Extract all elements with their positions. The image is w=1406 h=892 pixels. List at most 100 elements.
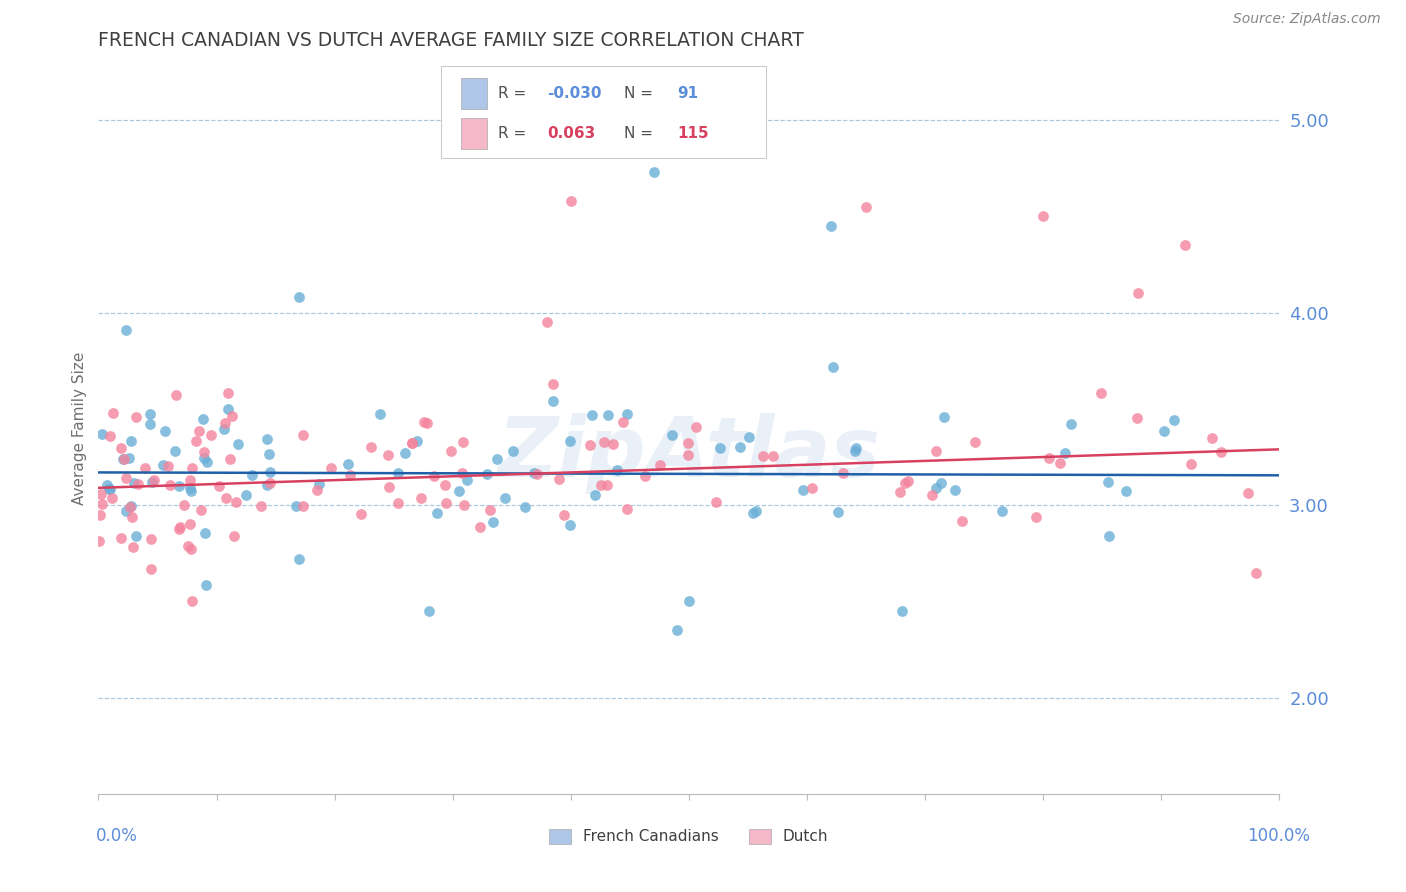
Point [616, 407, 638, 421]
Point [125, 410, 148, 425]
Point [180, 483, 202, 498]
Text: 0.0%: 0.0% [96, 827, 138, 845]
Point [1209, 445, 1232, 459]
Point [387, 466, 409, 480]
Text: R =: R = [498, 86, 530, 101]
Point [200, 428, 222, 442]
Point [415, 416, 437, 430]
Point [1180, 458, 1202, 472]
Point [360, 440, 382, 454]
Point [117, 450, 139, 465]
Point [433, 478, 456, 492]
Point [924, 481, 946, 495]
Point [676, 436, 699, 450]
Text: -0.030: -0.030 [547, 86, 602, 101]
FancyBboxPatch shape [461, 78, 486, 109]
Point [159, 478, 181, 492]
Point [177, 539, 200, 553]
Point [1153, 424, 1175, 438]
Point [823, 359, 845, 374]
Point [752, 449, 775, 463]
Point [439, 443, 461, 458]
Point [1038, 450, 1060, 465]
Point [548, 472, 571, 486]
Point [423, 469, 446, 483]
Point [259, 465, 281, 479]
Point [212, 421, 235, 435]
Point [193, 444, 215, 458]
Point [762, 449, 785, 463]
Point [350, 508, 373, 522]
Point [434, 496, 457, 510]
Point [336, 457, 359, 471]
Point [704, 495, 727, 509]
Point [91, 427, 114, 442]
Point [221, 409, 243, 424]
Point [235, 488, 257, 502]
Point [194, 525, 217, 540]
Point [291, 499, 314, 513]
Point [219, 451, 242, 466]
Point [921, 488, 943, 502]
Point [89, 534, 111, 549]
Point [167, 522, 190, 536]
Point [678, 448, 700, 462]
Point [855, 200, 877, 214]
Point [153, 425, 176, 439]
Point [678, 594, 700, 608]
Point [115, 471, 138, 485]
Point [120, 499, 142, 513]
Point [845, 441, 868, 455]
Point [890, 604, 912, 618]
Point [143, 474, 166, 488]
Point [240, 468, 263, 483]
Point [523, 466, 546, 480]
Point [193, 411, 215, 425]
Point [193, 451, 215, 466]
Point [820, 219, 842, 233]
Point [339, 467, 361, 482]
FancyBboxPatch shape [461, 119, 486, 149]
Point [368, 407, 391, 421]
Point [259, 476, 281, 491]
Point [139, 408, 162, 422]
Point [180, 542, 202, 557]
Point [179, 517, 201, 532]
Legend: French Canadians, Dutch: French Canadians, Dutch [543, 822, 835, 851]
Point [1049, 456, 1071, 470]
Point [122, 476, 145, 491]
Point [482, 515, 505, 529]
Point [543, 394, 565, 409]
Point [291, 427, 314, 442]
Point [453, 498, 475, 512]
Point [165, 388, 187, 402]
Point [470, 520, 492, 534]
Point [1201, 431, 1223, 445]
Point [648, 458, 671, 473]
Point [526, 467, 548, 481]
Point [925, 443, 948, 458]
Point [606, 463, 628, 477]
Point [513, 500, 536, 515]
Point [596, 408, 619, 422]
Y-axis label: Average Family Size: Average Family Size [72, 351, 87, 505]
Point [541, 377, 564, 392]
Point [486, 452, 509, 467]
Point [179, 473, 201, 487]
Point [215, 491, 238, 505]
Point [827, 505, 849, 519]
Text: Source: ZipAtlas.com: Source: ZipAtlas.com [1233, 12, 1381, 26]
Point [188, 424, 211, 438]
FancyBboxPatch shape [441, 66, 766, 158]
Point [387, 496, 409, 510]
Point [685, 420, 707, 434]
Point [741, 506, 763, 520]
Point [225, 495, 247, 509]
Point [592, 435, 614, 450]
Point [401, 436, 423, 450]
Point [167, 479, 190, 493]
Point [558, 434, 581, 448]
Point [612, 415, 634, 429]
Text: N =: N = [624, 86, 658, 101]
Point [90, 487, 112, 501]
